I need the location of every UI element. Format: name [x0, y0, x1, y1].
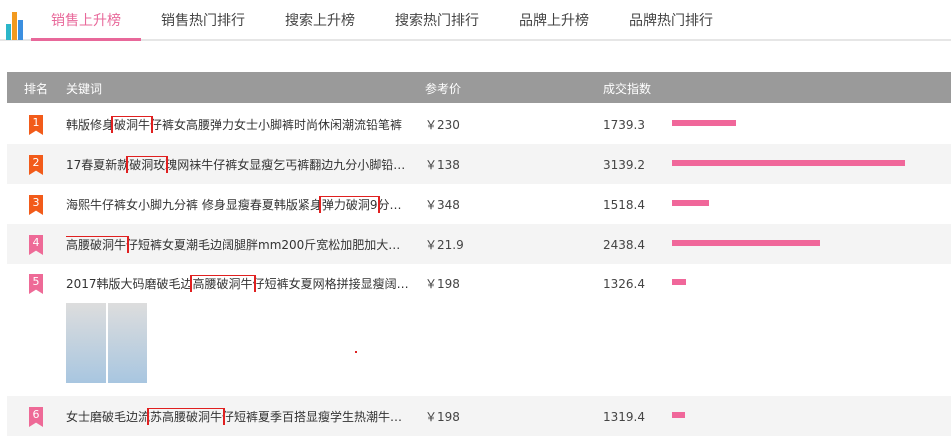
reference-price: ￥230 — [425, 118, 460, 132]
deal-index-bar — [672, 200, 710, 206]
keyword-highlight: 弹力破洞9 — [318, 196, 381, 213]
keyword-highlight: 高腰破洞牛 — [66, 236, 130, 253]
tab-1[interactable]: 销售热门排行 — [161, 13, 245, 29]
rank-badge: 1 — [29, 115, 43, 135]
deal-index-bar — [672, 412, 686, 418]
reference-price: ￥138 — [425, 158, 460, 172]
keyword-pre: 海熙牛仔裤女小脚九分裤 修身显瘦春夏韩版紧身 — [66, 198, 322, 212]
keyword-pre: 17春夏新款 — [66, 158, 130, 172]
tab-5[interactable]: 品牌热门排行 — [629, 13, 713, 29]
deal-index: 1319.4 — [603, 410, 645, 424]
active-tab-underline — [31, 38, 141, 41]
keyword-pre: 女士磨破毛边流 — [66, 410, 151, 424]
header-index: 成交指数 — [603, 82, 652, 96]
header-rank: 排名 — [24, 82, 49, 96]
keyword-highlight: 高腰破洞牛 — [189, 275, 256, 292]
table-row[interactable]: 6 女士磨破毛边流苏高腰破洞牛仔短裤夏季百搭显瘦学生热潮牛… ￥198 1319… — [7, 396, 951, 436]
tab-0[interactable]: 销售上升榜 — [51, 13, 121, 29]
reference-price: ￥198 — [425, 410, 460, 424]
tab-2[interactable]: 搜索上升榜 — [285, 13, 355, 29]
reference-price: ￥198 — [425, 277, 460, 291]
keyword-link[interactable]: 17春夏新款破洞玫瑰网袜牛仔裤女显瘦乞丐裤翻边九分小脚铅… — [66, 156, 411, 173]
chart-logo-icon — [6, 10, 28, 40]
product-thumbnail[interactable] — [66, 303, 147, 383]
deal-index-bar — [672, 240, 821, 246]
header-keyword: 关键词 — [66, 82, 103, 96]
rank-badge: 2 — [29, 155, 43, 175]
table-header: 排名 关键词 参考价 成交指数 — [7, 72, 951, 103]
keyword-post: 仔短裤女夏潮毛边阔腿胖mm200斤宽松加肥加大… — [126, 238, 401, 252]
reference-price: ￥21.9 — [425, 238, 464, 252]
deal-index-bar — [672, 120, 736, 126]
keyword-link[interactable]: 海熙牛仔裤女小脚九分裤 修身显瘦春夏韩版紧身弹力破洞9分… — [66, 196, 411, 213]
table-row[interactable]: 5 2017韩版大码磨破毛边高腰破洞牛仔短裤女夏网格拼接显瘦阔… ￥198 13… — [7, 263, 951, 396]
keyword-link[interactable]: 女士磨破毛边流苏高腰破洞牛仔短裤夏季百搭显瘦学生热潮牛… — [66, 408, 411, 425]
deal-index: 1518.4 — [603, 198, 645, 212]
rank-badge: 5 — [29, 274, 43, 294]
keyword-post: 仔短裤女夏网格拼接显瘦阔… — [252, 277, 409, 291]
keyword-link[interactable]: 韩版修身破洞牛仔裤女高腰弹力女士小脚裤时尚休闲潮流铅笔裤 — [66, 116, 411, 133]
table-row[interactable]: 3 海熙牛仔裤女小脚九分裤 修身显瘦春夏韩版紧身弹力破洞9分… ￥348 151… — [7, 184, 951, 224]
table-row[interactable]: 1 韩版修身破洞牛仔裤女高腰弹力女士小脚裤时尚休闲潮流铅笔裤 ￥230 1739… — [7, 104, 951, 144]
decorative-dot — [355, 351, 357, 353]
keyword-post: 分… — [377, 198, 402, 212]
reference-price: ￥348 — [425, 198, 460, 212]
keyword-link[interactable]: 高腰破洞牛仔短裤女夏潮毛边阔腿胖mm200斤宽松加肥加大… — [66, 236, 411, 253]
tab-3[interactable]: 搜索热门排行 — [395, 13, 479, 29]
keyword-pre: 2017韩版大码磨破毛边 — [66, 277, 193, 291]
tab-bar: 销售上升榜 销售热门排行 搜索上升榜 搜索热门排行 品牌上升榜 品牌热门排行 — [0, 0, 951, 41]
header-price: 参考价 — [425, 82, 462, 96]
keyword-pre: 韩版修身 — [66, 118, 115, 132]
keyword-post: 仔短裤夏季百搭显瘦学生热潮牛… — [222, 410, 403, 424]
keyword-post: 仔裤女高腰弹力女士小脚裤时尚休闲潮流铅笔裤 — [150, 118, 403, 132]
keyword-post: 瑰网袜牛仔裤女显瘦乞丐裤翻边九分小脚铅… — [165, 158, 406, 172]
deal-index: 2438.4 — [603, 238, 645, 252]
deal-index: 1326.4 — [603, 277, 645, 291]
keyword-link[interactable]: 2017韩版大码磨破毛边高腰破洞牛仔短裤女夏网格拼接显瘦阔… — [66, 275, 411, 292]
rank-badge: 4 — [29, 235, 43, 255]
table-row[interactable]: 2 17春夏新款破洞玫瑰网袜牛仔裤女显瘦乞丐裤翻边九分小脚铅… ￥138 313… — [7, 144, 951, 184]
deal-index: 1739.3 — [603, 118, 645, 132]
keyword-highlight: 苏高腰破洞牛 — [147, 408, 226, 425]
deal-index-bar — [672, 279, 687, 285]
keyword-highlight: 破洞玫 — [126, 156, 169, 173]
deal-index: 3139.2 — [603, 158, 645, 172]
tab-4[interactable]: 品牌上升榜 — [519, 13, 589, 29]
table-row[interactable]: 4 高腰破洞牛仔短裤女夏潮毛边阔腿胖mm200斤宽松加肥加大… ￥21.9 24… — [7, 224, 951, 264]
keyword-highlight: 破洞牛 — [111, 116, 154, 133]
rank-badge: 6 — [29, 407, 43, 427]
deal-index-bar — [672, 160, 905, 166]
rank-badge: 3 — [29, 195, 43, 215]
